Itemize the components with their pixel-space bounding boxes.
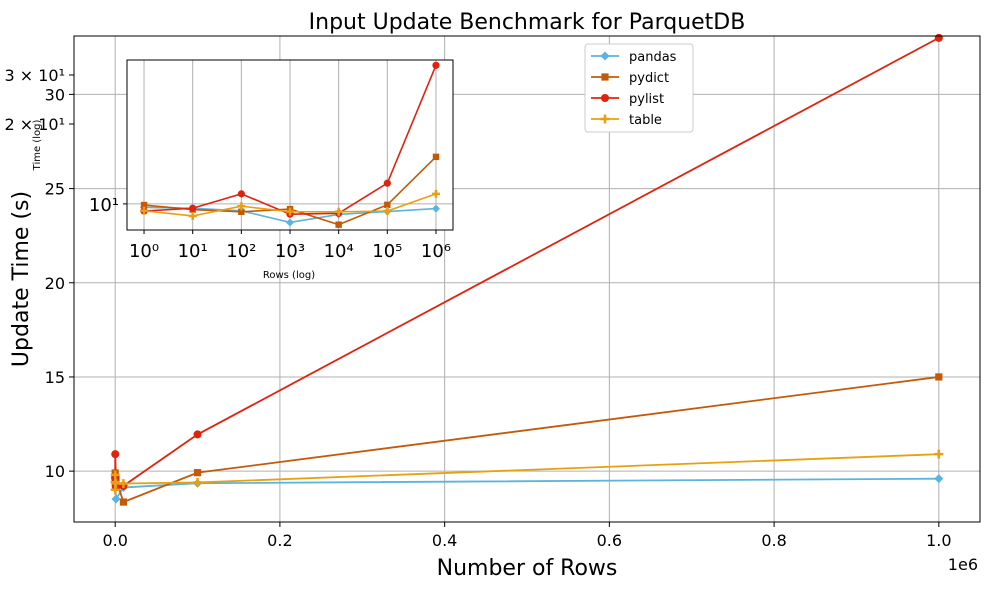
- y-minor-tick-label: 3 × 10¹: [4, 66, 65, 85]
- inset-data-point-pylist: [189, 204, 197, 212]
- main-ticks: 0.0 0.2 0.4 0.6 0.8 1.0 10 15 20 25 303 × 10¹ 2 × 1…: [4, 66, 951, 550]
- inset-chart: 10⁰ 10¹ 10² 10³ 10⁴ 10⁵ 10⁶ 10¹ Rows (log) Time…: [32, 59, 454, 281]
- series-line-table: [114, 453, 939, 490]
- y-minor-tick-label: 2 × 10¹: [4, 115, 65, 134]
- inset-data-point-table: [383, 207, 392, 216]
- inset-data-point-pandas: [286, 218, 294, 227]
- inset-x-axis-label: Rows (log): [263, 270, 315, 281]
- inset-ticks: 10⁰ 10¹ 10² 10³ 10⁴ 10⁵ 10⁶ 10¹: [89, 195, 451, 262]
- inset-data-point-table: [140, 206, 149, 215]
- x-axis-label: Number of Rows: [437, 556, 618, 581]
- data-point-pydict: [935, 373, 943, 381]
- inset-data-point-pydict: [384, 201, 391, 209]
- x-tick-label: 0.2: [267, 531, 292, 550]
- data-point-pylist: [111, 450, 120, 459]
- legend-marker-table: [600, 114, 610, 124]
- main-plot-frame: [73, 35, 981, 523]
- data-point-pylist: [934, 33, 943, 42]
- x-tick-label: 0.4: [432, 531, 457, 550]
- inset-x-tick-label: 10²: [226, 241, 256, 262]
- inset-x-tick-label: 10⁵: [372, 241, 402, 262]
- inset-data-point-pydict: [140, 201, 148, 209]
- y-tick-label: 10: [45, 462, 65, 481]
- x-tick-label: 0.6: [597, 531, 622, 550]
- y-axis-label: Update Time (s): [9, 191, 34, 367]
- y-tick-label: 30: [45, 85, 65, 104]
- inset-grid: [127, 60, 453, 230]
- x-tick-label: 1.0: [926, 531, 951, 550]
- inset-data-point-pydict: [432, 153, 440, 161]
- inset-data-point-pandas: [431, 204, 440, 213]
- inset-data-point-table: [188, 211, 197, 220]
- inset-data-point-table: [286, 207, 294, 216]
- legend-label-table: table: [629, 113, 662, 128]
- inset-data-point-table: [334, 207, 343, 216]
- inset-data-point-pylist: [383, 179, 391, 187]
- data-point-pandas: [934, 474, 944, 484]
- legend-marker-pandas: [600, 51, 610, 61]
- x-tick-label: 0.0: [102, 531, 127, 550]
- data-point-pandas: [111, 494, 121, 504]
- data-point-table: [110, 470, 120, 480]
- inset-y-tick-label: 10¹: [89, 195, 119, 216]
- data-point-table: [118, 479, 128, 489]
- legend-label-pylist: pylist: [629, 92, 664, 107]
- legend: pandas pydict pylist table: [584, 43, 694, 133]
- y-tick-label: 25: [45, 180, 65, 199]
- inset-x-tick-label: 10³: [275, 241, 305, 262]
- legend-label-pydict: pydict: [629, 71, 669, 86]
- data-point-pylist: [193, 430, 202, 439]
- inset-data-point-pydict: [238, 208, 245, 215]
- inset-x-tick-label: 10⁰: [129, 241, 159, 262]
- inset-data-point-pylist: [432, 61, 440, 69]
- inset-data-point-pydict: [335, 221, 342, 228]
- legend-marker-pylist: [600, 93, 610, 103]
- legend-label-pandas: pandas: [629, 50, 677, 65]
- inset-x-tick-label: 10¹: [178, 241, 208, 262]
- inset-y-axis-label: Time (log): [32, 120, 43, 172]
- x-offset-label: 1e6: [948, 555, 978, 574]
- y-tick-label: 20: [45, 274, 65, 293]
- data-point-table: [193, 477, 203, 487]
- data-point-table: [934, 449, 944, 459]
- data-point-pydict: [193, 469, 202, 477]
- inset-data-point-table: [237, 202, 246, 211]
- chart-title: Input Update Benchmark for ParquetDB: [309, 10, 746, 35]
- inset-data-point-table: [431, 189, 440, 198]
- x-tick-label: 0.8: [761, 531, 786, 550]
- data-point-pydict: [119, 498, 128, 506]
- legend-marker-pydict: [601, 73, 609, 81]
- inset-data-point-pylist: [237, 190, 245, 198]
- legend-box: [584, 43, 694, 133]
- inset-x-tick-label: 10⁶: [421, 241, 451, 262]
- y-tick-label: 15: [45, 368, 65, 387]
- inset-series: [140, 61, 440, 228]
- inset-x-tick-label: 10⁴: [324, 241, 354, 262]
